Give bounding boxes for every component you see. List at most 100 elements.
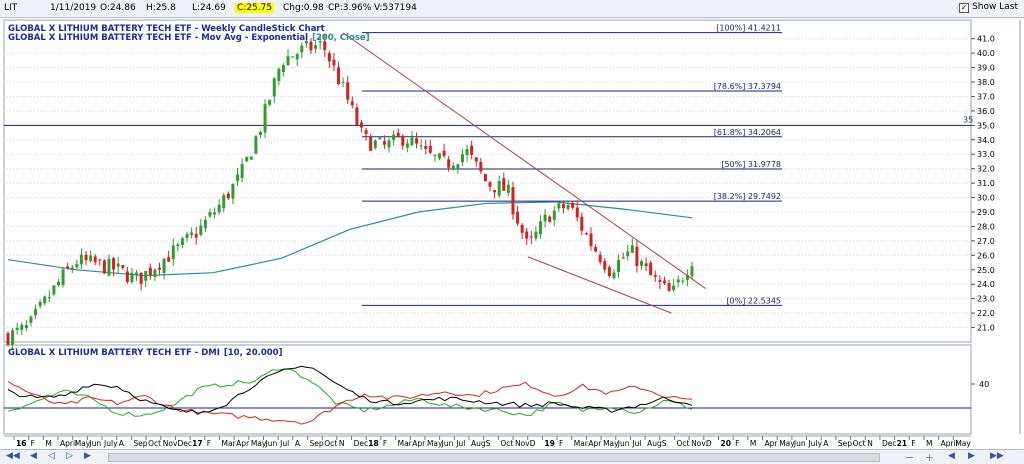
candle-body	[337, 67, 341, 85]
candle-body	[373, 140, 377, 149]
scroll-left-icon[interactable]: ◀	[948, 451, 955, 461]
x-tick-label: F	[207, 439, 211, 448]
candle-body	[488, 182, 492, 187]
candle-body	[571, 202, 575, 208]
x-tick-label: M	[926, 439, 932, 448]
candle-body	[502, 178, 506, 191]
x-tick-label: Apr	[588, 439, 602, 448]
candle-body	[672, 285, 676, 291]
prev-page-icon[interactable]: ◀	[30, 451, 37, 461]
dmi-series-adx	[7, 365, 693, 414]
candle-body	[598, 254, 602, 263]
x-tick-label: F	[383, 439, 387, 448]
prev-bar-icon[interactable]: ◁	[48, 451, 55, 461]
price-tick-label: 22.0	[977, 309, 995, 318]
fib-level-label: [0%] 22.5345	[726, 296, 781, 305]
candle-body	[396, 132, 400, 137]
candle-body	[685, 275, 689, 281]
candle-body	[6, 333, 10, 345]
candle-body	[557, 203, 561, 209]
candle-body	[286, 56, 290, 66]
candle-body	[456, 164, 460, 170]
candle-body	[199, 225, 203, 235]
quote-toolbar: LIT 1/11/2019 O:24.86 H:25.8 L:24.69 C:2…	[0, 0, 1024, 18]
x-tick-label: Oct	[324, 439, 337, 448]
candle-body	[474, 157, 478, 162]
candle-body	[38, 302, 42, 307]
candle-body	[98, 259, 102, 261]
candle-body	[268, 99, 272, 105]
candle-body	[61, 269, 65, 286]
fib-level-label: [50%] 31.9778	[721, 160, 781, 169]
x-tick-label: 19	[544, 439, 554, 448]
last-page-icon[interactable]: ▶▶	[990, 451, 1004, 461]
candle-body	[236, 174, 240, 181]
next-bar-icon[interactable]: ▷	[66, 451, 73, 461]
candle-body	[139, 272, 143, 284]
dmi-series-dmi_neg	[7, 380, 693, 425]
price-tick-label: 28.0	[977, 222, 995, 231]
candle-body	[405, 143, 409, 148]
fib-level-label: [100%] 41.4211	[716, 24, 781, 33]
price-tick-label: 41.0	[977, 35, 995, 44]
fib-level-label: [78.6%] 37.3794	[714, 82, 781, 91]
candle-body	[89, 255, 93, 261]
x-tick-label: May	[75, 439, 91, 448]
candle-body	[291, 56, 295, 58]
candle-body	[263, 104, 267, 133]
candle-body	[112, 258, 116, 270]
scroll-track[interactable]	[108, 453, 880, 462]
x-tick-label: Mar	[398, 439, 413, 448]
candle-body	[180, 238, 184, 246]
price-tick-label: 21.0	[977, 324, 995, 333]
candle-body	[245, 156, 249, 162]
price-tick-label: 23.0	[977, 295, 995, 304]
x-tick-label: F	[559, 439, 563, 448]
first-page-icon[interactable]: ◀◀	[6, 451, 20, 461]
price-tick-label: 27.0	[977, 237, 995, 246]
price-tick-label: 40.0	[977, 49, 995, 58]
scroll-right-icon[interactable]: ▶	[968, 451, 975, 461]
candle-body	[309, 41, 313, 51]
candle-body	[658, 280, 662, 282]
candle-body	[561, 204, 565, 209]
price-tick-label: 38.0	[977, 78, 995, 87]
candle-body	[125, 271, 129, 283]
candle-body	[493, 190, 497, 193]
zoom-in-icon[interactable]: ＋	[925, 454, 935, 464]
trendlines	[342, 32, 706, 314]
price-tick-label: 26.0	[977, 251, 995, 260]
candle-body	[56, 281, 60, 286]
candle-body	[318, 41, 322, 43]
x-tick-label: Mar	[221, 439, 236, 448]
zoom-out-icon[interactable]: －	[905, 454, 915, 464]
candle-body	[185, 234, 189, 238]
candle-body	[575, 207, 579, 218]
scroll-bar[interactable]: ◀◀ ◀ ◁ ▷ ▶ － ＋ ◀ ▶ ▶▶	[0, 449, 1024, 464]
open-label: O:24.86	[100, 3, 136, 13]
next-page-icon[interactable]: ▶	[84, 451, 91, 461]
candle-body	[66, 266, 70, 269]
candle-body	[332, 59, 336, 66]
candle-body	[24, 325, 28, 329]
candle-body	[415, 138, 419, 144]
show-last-checkbox[interactable]: ✓ Show Last	[959, 2, 1018, 13]
candle-body	[520, 224, 524, 233]
x-tick-label: Jul	[279, 439, 289, 448]
fibonacci-levels: [100%] 41.4211 [78.6%] 37.3794 [61.8%] 34.…	[362, 24, 782, 306]
price-tick-label: 29.0	[977, 208, 995, 217]
x-tick-label: Jul	[455, 439, 465, 448]
candle-body	[84, 254, 88, 261]
candle-body	[378, 137, 382, 140]
candle-body	[552, 210, 556, 220]
candle-body	[539, 221, 543, 235]
candle-body	[649, 262, 653, 276]
candle-body	[364, 130, 368, 135]
price-chart-title: GLOBAL X LITHIUM BATTERY TECH ETF - Week…	[8, 24, 325, 34]
x-tick-label: M	[45, 439, 51, 448]
candle-body	[29, 316, 33, 323]
price-panel	[3, 19, 972, 343]
candle-body	[621, 257, 625, 259]
